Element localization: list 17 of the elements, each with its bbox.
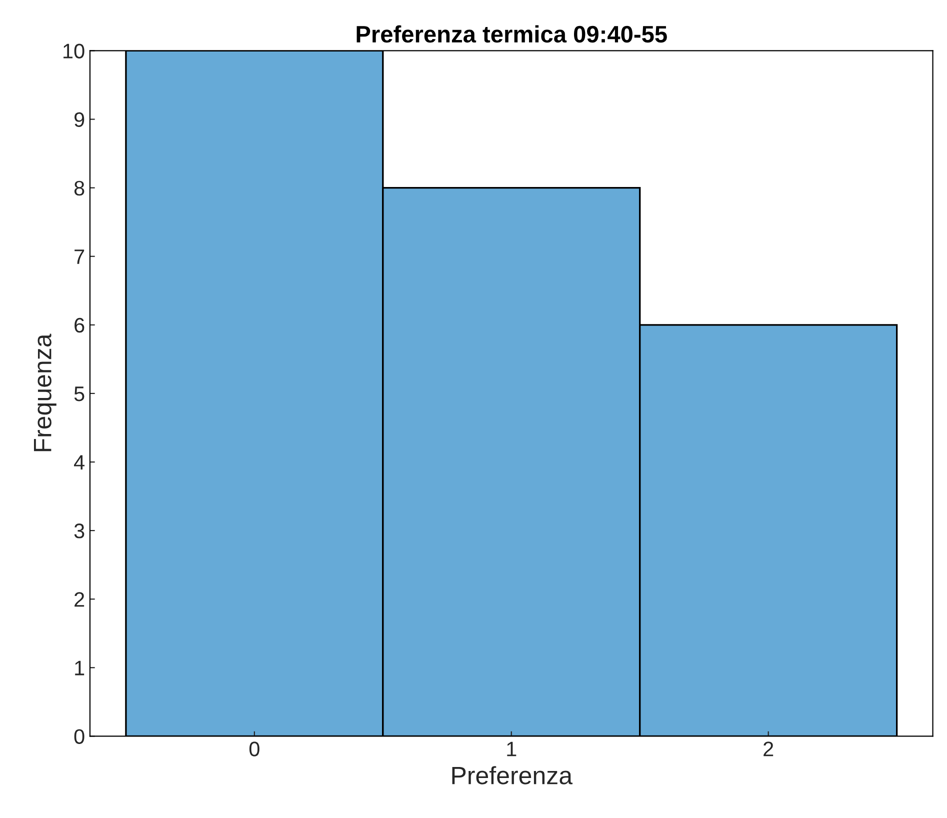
x-tick-label: 0 — [249, 742, 260, 756]
x-axis-title: Preferenza — [452, 766, 573, 784]
chart-title: Preferenza termica 09:40-55 — [356, 25, 667, 43]
y-tick-label: 5 — [74, 386, 84, 402]
y-tick-label: 7 — [74, 250, 84, 264]
y-tick-label: 9 — [74, 112, 84, 128]
y-tick-label: 4 — [74, 455, 84, 470]
y-tick-label: 1 — [75, 660, 84, 676]
y-tick-label: 0 — [74, 729, 84, 744]
y-tick-label: 3 — [74, 524, 84, 538]
y-tick-label: 10 — [64, 44, 84, 58]
x-tick-label: 1 — [507, 742, 516, 756]
x-tick-label: 2 — [764, 742, 774, 756]
y-tick-label: 2 — [74, 592, 84, 607]
y-tick-label: 6 — [74, 318, 84, 333]
y-tick-label: 8 — [74, 180, 84, 196]
y-axis-title: Frequenza — [34, 334, 56, 452]
